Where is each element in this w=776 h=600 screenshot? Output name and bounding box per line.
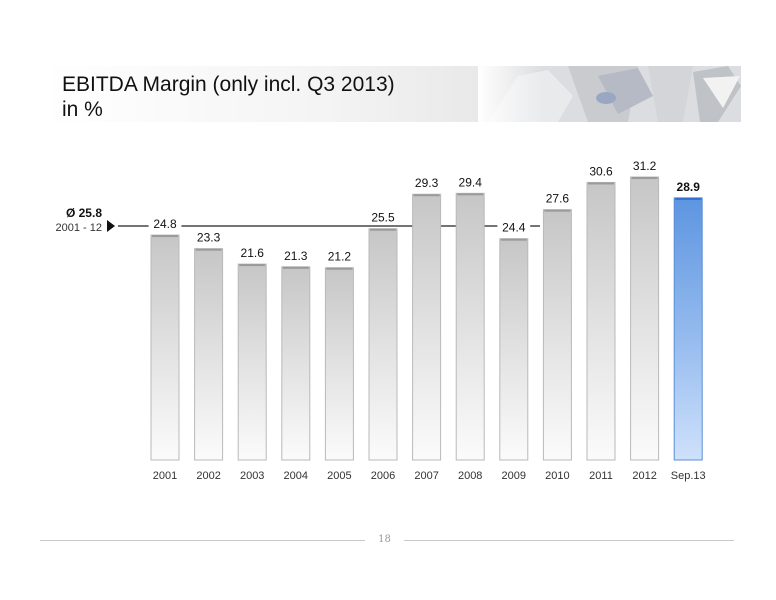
- bar-2001: [150, 234, 180, 461]
- value-label-bg: [366, 210, 400, 225]
- bar-top-edge: [457, 193, 484, 196]
- value-label-bg: [323, 249, 356, 264]
- value-label: 27.6: [546, 192, 570, 206]
- bar-2012: [630, 176, 660, 461]
- value-label: 24.8: [153, 217, 177, 231]
- bar-2002: [194, 248, 224, 461]
- bar-2004: [281, 266, 311, 461]
- bar-top-edge: [413, 194, 440, 197]
- x-tick-label: 2003: [240, 470, 264, 482]
- x-tick-label: 2009: [502, 470, 526, 482]
- value-label: 21.6: [241, 246, 265, 260]
- average-arrow-marker: [107, 219, 115, 232]
- page-number: 18: [378, 534, 391, 545]
- bar-2010: [542, 209, 572, 461]
- x-tick-label: 2008: [458, 470, 482, 482]
- value-label-bg: [410, 176, 443, 191]
- bar-top-edge: [631, 177, 658, 180]
- chart-title: EBITDA Margin (only incl. Q3 2013) in %: [62, 72, 395, 122]
- x-tick-label: 2012: [632, 470, 656, 482]
- bar-top-edge: [588, 182, 614, 185]
- chart-title-line2: in %: [62, 98, 103, 121]
- average-label: Ø 25.8: [65, 206, 102, 220]
- average-period: 2001 - 12: [55, 222, 102, 234]
- bar-top-edge: [152, 235, 178, 238]
- value-label-bg: [671, 179, 705, 194]
- bar-top-edge: [544, 209, 571, 212]
- value-label-bg: [541, 191, 574, 206]
- chart-title-line1: EBITDA Margin (only incl. Q3 2013): [62, 73, 395, 96]
- bar-2005: [324, 267, 354, 461]
- footer-rule-right: [404, 540, 734, 541]
- value-label-bg: [148, 217, 182, 232]
- x-tick-label: 2005: [327, 470, 351, 482]
- value-label: 21.2: [328, 250, 352, 264]
- footer-rule-left: [40, 540, 365, 541]
- x-tick-label: 2011: [589, 470, 613, 482]
- value-label: 28.9: [677, 180, 701, 194]
- bar-top-edge: [675, 197, 702, 200]
- x-tick-label: 2004: [284, 470, 308, 482]
- value-label-bg: [453, 175, 487, 190]
- x-tick-label: 2001: [153, 470, 177, 482]
- x-tick-label: Sep.13: [671, 470, 706, 482]
- bar-2011: [586, 181, 616, 461]
- bar-2006: [368, 228, 398, 461]
- bar-2007: [412, 193, 442, 461]
- value-label-bg: [192, 230, 225, 245]
- value-label: 23.3: [197, 231, 221, 245]
- value-label: 21.3: [284, 249, 308, 263]
- bar-top-edge: [326, 267, 353, 270]
- x-tick-label: 2006: [371, 470, 395, 482]
- value-label: 29.3: [415, 176, 439, 190]
- x-tick-label: 2010: [545, 470, 569, 482]
- x-tick-label: 2007: [414, 470, 438, 482]
- value-label: 24.4: [502, 221, 526, 235]
- bar-2008: [455, 192, 485, 461]
- bar-top-edge: [500, 238, 527, 241]
- value-label-bg: [279, 248, 313, 263]
- value-label-bg: [584, 164, 618, 179]
- x-tick-label: 2002: [196, 470, 220, 482]
- bar-top-edge: [239, 264, 266, 267]
- bar-Sep.13: [673, 197, 703, 461]
- value-label: 25.5: [371, 211, 395, 225]
- decorative-header-image: [478, 66, 741, 122]
- bar-2009: [499, 238, 529, 461]
- bar-2003: [237, 263, 267, 461]
- value-label: 30.6: [589, 164, 613, 178]
- bar-top-edge: [195, 248, 222, 251]
- bar-top-edge: [370, 228, 396, 231]
- value-label-bg: [628, 159, 661, 174]
- value-label-bg: [235, 246, 269, 261]
- value-label: 29.4: [459, 175, 483, 189]
- bar-top-edge: [282, 266, 309, 269]
- value-label-bg: [497, 220, 531, 235]
- value-label: 31.2: [633, 159, 657, 173]
